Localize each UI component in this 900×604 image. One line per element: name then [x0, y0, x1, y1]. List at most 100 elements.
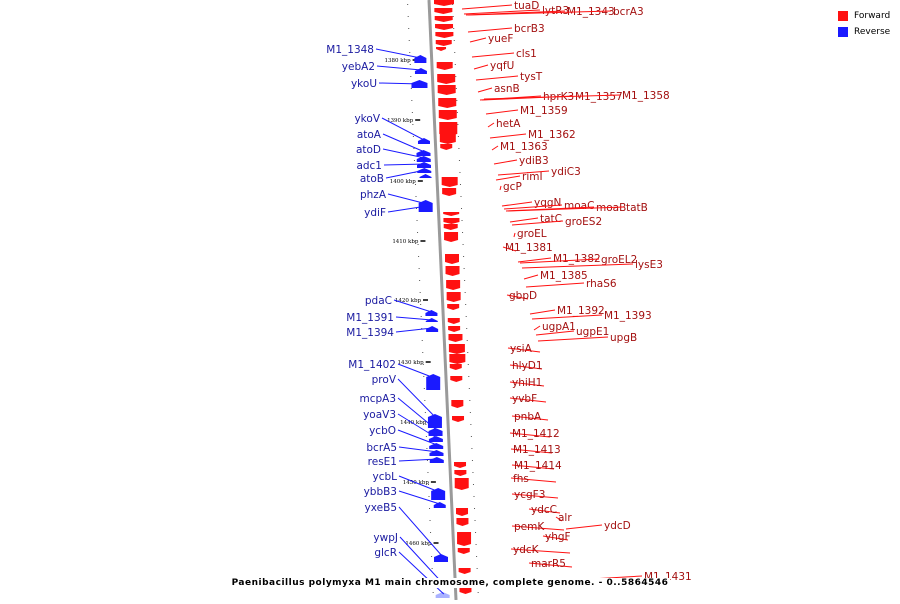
reverse-gene-label: proV: [372, 374, 397, 386]
forward-leader-line: [467, 10, 612, 16]
reverse-leader-line: [397, 363, 435, 379]
minor-tick-left: [419, 292, 421, 293]
minor-tick-left: [410, 76, 412, 77]
minor-tick-right: [462, 244, 464, 245]
forward-gene-label: lysE3: [635, 259, 663, 271]
forward-gene-label: asnB: [494, 83, 520, 95]
reverse-leader-line: [395, 316, 432, 321]
forward-gene-block: [439, 122, 458, 136]
forward-gene-label: yhiH1: [512, 377, 542, 389]
legend-reverse-label: Reverse: [854, 27, 891, 37]
minor-tick-right: [461, 220, 463, 221]
forward-gene-block: [436, 47, 447, 51]
minor-tick-right: [465, 316, 467, 317]
minor-tick-left: [425, 436, 427, 437]
minor-tick-left: [413, 148, 415, 149]
reverse-leader-line: [385, 169, 426, 179]
reverse-leader-line: [398, 490, 440, 505]
minor-tick-right: [475, 532, 477, 533]
forward-gene-block: [456, 518, 469, 526]
minor-tick-left: [426, 448, 428, 449]
reverse-gene-block: [429, 457, 444, 463]
minor-tick-left: [410, 88, 412, 89]
forward-swatch: [838, 11, 848, 21]
forward-gene-block: [448, 334, 463, 342]
reverse-gene-block: [414, 68, 427, 74]
minor-tick-left: [421, 340, 423, 341]
forward-leader-line: [511, 415, 549, 421]
minor-tick-right: [472, 484, 474, 485]
forward-gene-label: M1_1414: [514, 460, 562, 472]
reverse-leader-line: [398, 506, 443, 557]
reverse-gene-label: ybbB3: [364, 486, 397, 498]
minor-tick-left: [422, 364, 424, 365]
forward-leader-line: [509, 364, 543, 370]
forward-gene-block: [435, 32, 454, 38]
minor-tick-left: [420, 304, 422, 305]
minor-tick-left: [431, 556, 433, 557]
minor-tick-right: [459, 172, 461, 173]
forward-leader-line: [511, 220, 564, 226]
forward-gene-label: M1_1363: [500, 141, 548, 153]
legend-forward-label: Forward: [854, 11, 891, 21]
forward-gene-label: M1_1362: [528, 129, 576, 141]
forward-leader-line: [528, 508, 561, 514]
reverse-leader-line: [393, 299, 432, 313]
minor-tick-left: [426, 460, 428, 461]
forward-gene-block: [447, 318, 460, 324]
forward-gene-label: groES2: [565, 216, 602, 228]
reverse-gene-block: [426, 326, 439, 332]
minor-tick-left: [415, 196, 417, 197]
forward-leader-line: [542, 535, 569, 541]
minor-tick-right: [464, 280, 466, 281]
forward-leader-line: [565, 524, 603, 530]
scale-tick-label: 1380 kbp: [384, 58, 411, 64]
forward-leader-line: [491, 145, 499, 151]
forward-leader-line: [509, 217, 539, 223]
minor-tick-right: [462, 232, 464, 233]
reverse-leader-line: [381, 117, 425, 141]
forward-gene-label: yqgN: [534, 197, 561, 209]
forward-gene-block: [445, 254, 460, 264]
forward-gene-label: bcrA3: [613, 6, 644, 18]
reverse-gene-label: ycbL: [372, 471, 397, 483]
forward-gene-label: M1_1413: [513, 444, 561, 456]
forward-gene-label: M1_1385: [540, 270, 588, 282]
forward-gene-label: M1_1357: [575, 91, 623, 103]
minor-tick-right: [460, 196, 462, 197]
forward-gene-label: M1_1358: [622, 90, 670, 102]
forward-leader-line: [471, 52, 515, 58]
scale-tick-label: 1390 kbp: [387, 118, 414, 124]
reverse-gene-label: phzA: [360, 189, 387, 201]
forward-leader-line: [511, 525, 565, 531]
forward-gene-block: [443, 218, 460, 224]
reverse-leader-line: [387, 205, 428, 213]
reverse-leader-line: [378, 82, 422, 85]
minor-tick-right: [473, 496, 475, 497]
forward-gene-label: tatB: [626, 202, 648, 214]
forward-gene-label: M1_1382: [553, 253, 601, 265]
forward-gene-block: [449, 364, 462, 370]
forward-gene-label: tysT: [520, 71, 543, 83]
reverse-leader-line: [397, 429, 438, 446]
forward-gene-block: [442, 188, 457, 196]
minor-tick-left: [429, 520, 431, 521]
forward-gene-label: rimI: [522, 171, 543, 183]
forward-leader-line: [510, 548, 571, 554]
minor-tick-left: [417, 232, 419, 233]
legend-forward: Forward: [838, 8, 890, 24]
minor-tick-left: [427, 484, 429, 485]
forward-leader-line: [537, 336, 609, 342]
forward-gene-block: [446, 292, 461, 302]
reverse-gene-block: [414, 55, 427, 63]
reverse-leader-line: [375, 48, 421, 59]
forward-gene-label: M1_1412: [512, 428, 560, 440]
forward-gene-block: [436, 62, 453, 70]
minor-tick-left: [423, 388, 425, 389]
reverse-gene-block: [431, 488, 446, 500]
forward-gene-label: bcrB3: [514, 23, 545, 35]
forward-gene-block: [439, 134, 456, 144]
forward-gene-block: [450, 376, 463, 382]
forward-gene-label: ydcC: [531, 504, 557, 516]
